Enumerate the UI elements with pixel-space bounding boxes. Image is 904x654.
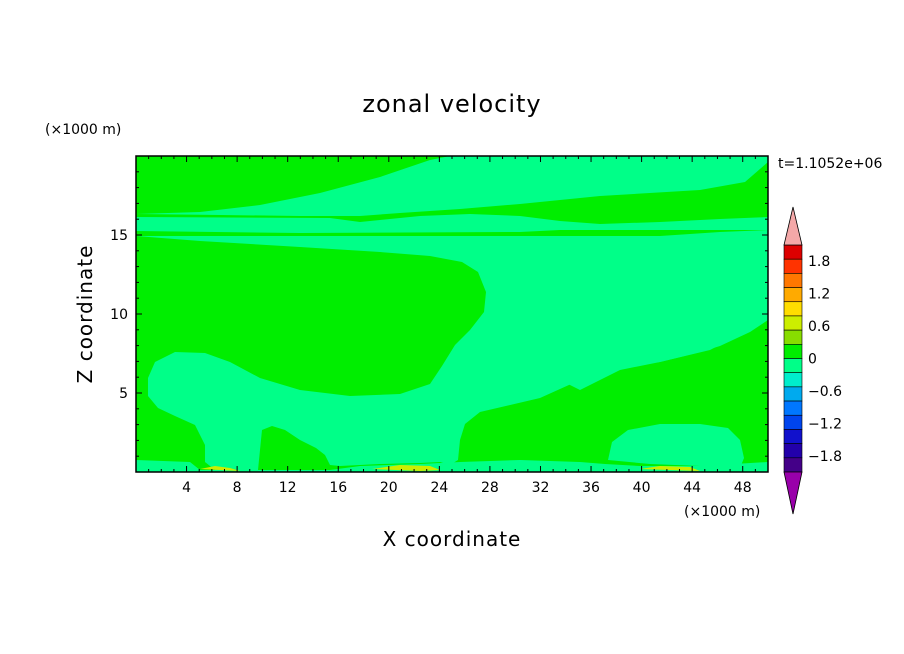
y-axis: 5 10 15 [110, 171, 768, 457]
colorbar: 1.8 1.2 0.6 0 −0.6 −1.2 −1.8 [783, 206, 842, 515]
x-tick-label: 48 [734, 480, 752, 496]
field-negative-bottom-strip [136, 460, 768, 472]
colorbar-label: −1.2 [808, 416, 842, 432]
x-tick-label: 16 [329, 480, 347, 496]
x-unit-label: (×1000 m) [684, 504, 760, 520]
x-tick-label: 8 [233, 480, 242, 496]
x-tick-label: 24 [430, 480, 448, 496]
colorbar-segment [783, 358, 803, 373]
x-tick-label: 40 [633, 480, 651, 496]
colorbar-segment [783, 414, 803, 430]
field-positive-lower-right [462, 322, 768, 472]
colorbar-under-triangle [783, 471, 803, 515]
colorbar-label: 0 [808, 352, 817, 368]
colorbar-segment [783, 457, 803, 473]
field-light-positive-patch-2 [200, 466, 240, 471]
time-label: t=1.1052e+06 [778, 156, 882, 172]
colorbar-segment [783, 273, 803, 288]
field-light-positive-patch-3 [640, 466, 700, 471]
colorbar-segment [783, 400, 803, 416]
y-unit-label: (×1000 m) [45, 122, 121, 138]
x-axis: 4 8 12 16 20 24 28 32 36 40 44 48 [148, 156, 756, 496]
y-tick-label: 15 [110, 228, 128, 244]
colorbar-segment [783, 301, 803, 317]
colorbar-segment [783, 344, 803, 359]
colorbar-segment [783, 429, 803, 444]
colorbar-label: 0.6 [808, 319, 830, 335]
colorbar-segment [783, 443, 803, 459]
colorbar-segment [783, 372, 803, 388]
x-tick-label: 44 [683, 480, 701, 496]
x-tick-label: 12 [279, 480, 297, 496]
y-tick-label: 5 [119, 386, 128, 402]
colorbar-segment [783, 329, 803, 345]
colorbar-label: 1.8 [808, 254, 830, 270]
colorbar-segment [783, 244, 803, 260]
field-negative-thin-band-left [136, 214, 768, 233]
colorbar-label: −1.8 [808, 449, 842, 465]
plot-area [135, 155, 769, 473]
colorbar-segment [783, 315, 803, 331]
colorbar-segment [783, 287, 803, 303]
colorbar-segment [783, 258, 803, 274]
y-tick-label: 10 [110, 307, 128, 323]
colorbar-label: 1.2 [808, 287, 830, 303]
colorbar-label: −0.6 [808, 384, 842, 400]
field-negative-top-band [136, 156, 768, 216]
x-tick-label: 36 [582, 480, 600, 496]
y-axis-label: Z coordinate [73, 245, 97, 384]
x-tick-label: 20 [380, 480, 398, 496]
x-tick-label: 4 [182, 480, 191, 496]
field-negative-right [560, 236, 768, 390]
field-negative-bubble [608, 424, 744, 468]
x-axis-label: X coordinate [383, 527, 522, 551]
chart-title: zonal velocity [362, 90, 541, 118]
x-tick-label: 32 [532, 480, 550, 496]
colorbar-segment [783, 386, 803, 402]
x-tick-label: 28 [481, 480, 499, 496]
colorbar-over-triangle [783, 206, 803, 246]
